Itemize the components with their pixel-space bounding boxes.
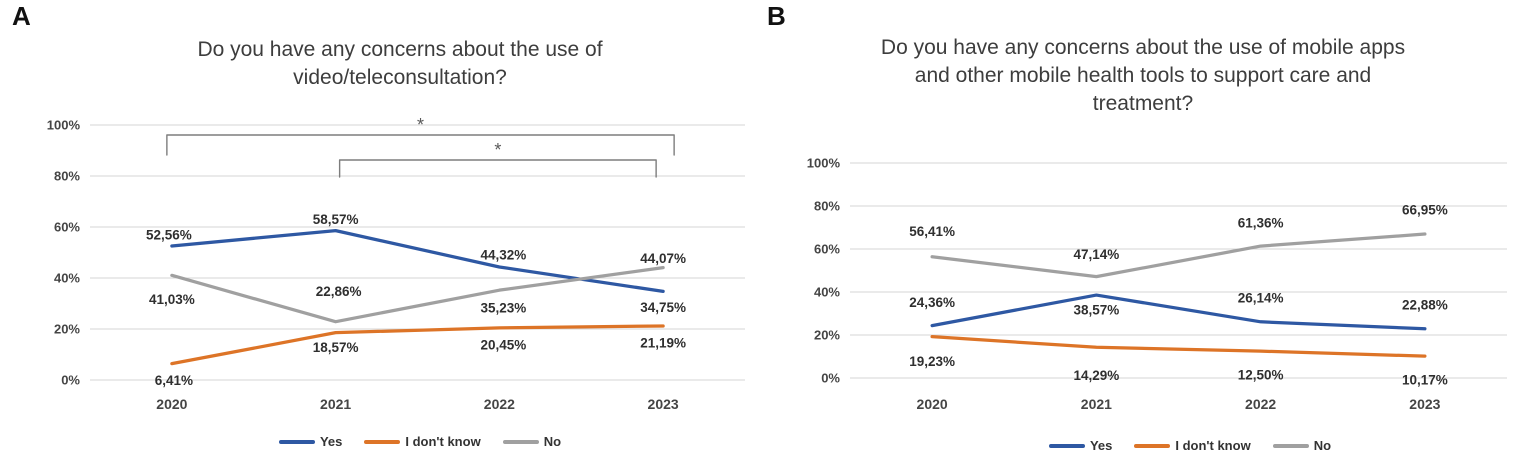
data-label-yes: 38,57% [1073,303,1119,318]
panel-label-b: B [767,1,786,31]
x-tick-label: 2022 [484,396,515,412]
y-tick-label: 80% [54,169,80,184]
significance-asterisk: * [494,140,501,160]
legend-item-i-don-t-know: I don't know [364,434,481,449]
data-label-no: 66,95% [1402,203,1448,218]
legend-item-yes: Yes [278,434,343,449]
legend-swatch-i-don-t-know [1134,443,1171,448]
legend-label-yes: Yes [1089,438,1113,453]
chart-title-line: Do you have any concerns about the use o… [197,38,603,61]
chart-title-line: video/teleconsultation? [293,66,507,89]
data-label-yes: 26,14% [1238,290,1284,305]
legend-label-i-don-t-know: I don't know [405,434,481,449]
y-tick-label: 20% [54,322,80,337]
data-label-no: 44,07% [640,251,686,266]
panel-label-a: A [12,1,31,31]
significance-bracket [338,159,657,178]
chart-b-title: Do you have any concerns about the use o… [790,34,1496,118]
x-tick-label: 2022 [1245,396,1276,412]
legend-item-no: No [502,434,562,449]
series-line-no [930,232,1427,279]
y-tick-label: 40% [814,285,840,300]
data-label-yes: 52,56% [146,227,192,242]
y-tick-label: 20% [814,328,840,343]
data-label-yes: 22,88% [1402,297,1448,312]
legend-swatch-no [1272,443,1309,448]
data-label-no: 61,36% [1238,216,1284,231]
chart-b-legend: Yes I don't know No [860,438,1520,453]
legend-label-yes: Yes [319,434,343,449]
y-tick-label: 100% [807,156,841,171]
data-label-yes: 34,75% [640,300,686,315]
y-tick-label: 0% [821,371,840,386]
data-label-yes: 58,57% [313,212,359,227]
y-tick-label: 40% [54,271,80,286]
data-label-yes: 44,32% [480,247,526,262]
data-label-i-don-t-know: 19,23% [909,354,955,369]
series-line-no [170,265,665,324]
y-tick-label: 80% [814,199,840,214]
chart-a-legend: Yes I don't know No [80,434,760,449]
data-label-i-don-t-know: 20,45% [480,337,526,352]
data-label-i-don-t-know: 18,57% [313,340,359,355]
legend-item-no: No [1272,438,1332,453]
series-line-i-don-t-know [170,324,665,366]
legend-item-i-don-t-know: I don't know [1134,438,1251,453]
x-tick-label: 2023 [1409,396,1440,412]
x-tick-label: 2021 [320,396,351,412]
x-tick-label: 2023 [648,396,679,412]
legend-swatch-no [502,439,539,444]
x-tick-label: 2020 [156,396,187,412]
chart-a-title: Do you have any concerns about the use o… [30,36,770,92]
series-line-yes [170,229,665,294]
data-label-i-don-t-know: 14,29% [1073,368,1119,383]
data-label-i-don-t-know: 12,50% [1238,368,1284,383]
legend-swatch-yes [278,439,315,444]
data-label-no: 35,23% [480,301,526,316]
chart-title-line: Do you have any concerns about the use o… [880,36,1406,59]
legend-item-yes: Yes [1048,438,1113,453]
data-label-no: 47,14% [1073,247,1119,262]
legend-label-no: No [1313,438,1332,453]
legend-label-i-don-t-know: I don't know [1175,438,1251,453]
y-tick-label: 60% [54,220,80,235]
chart-title-line: and other mobile health tools to support… [914,64,1372,87]
data-label-i-don-t-know: 21,19% [640,335,686,350]
data-label-yes: 24,36% [909,295,955,310]
data-label-i-don-t-know: 6,41% [155,373,193,388]
data-label-i-don-t-know: 10,17% [1402,373,1448,388]
data-label-no: 56,41% [909,224,955,239]
y-tick-label: 0% [61,373,80,388]
chart-title-line: treatment? [1092,92,1194,115]
x-tick-label: 2020 [917,396,948,412]
series-line-i-don-t-know [930,335,1427,358]
x-tick-label: 2021 [1081,396,1112,412]
significance-bracket [166,134,675,156]
data-label-no: 41,03% [149,292,195,307]
y-tick-label: 60% [814,242,840,257]
legend-swatch-yes [1048,443,1085,448]
series-line-yes [930,293,1427,331]
significance-asterisk: * [417,115,424,135]
data-label-no: 22,86% [316,284,362,299]
legend-swatch-i-don-t-know [364,439,401,444]
y-tick-label: 100% [47,118,81,133]
legend-label-no: No [543,434,562,449]
